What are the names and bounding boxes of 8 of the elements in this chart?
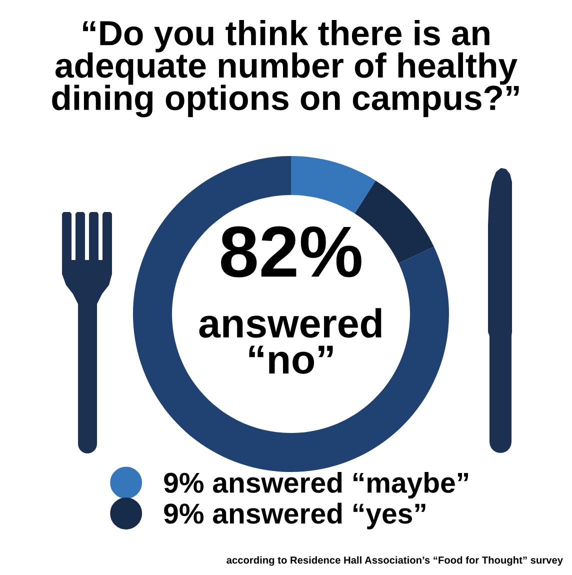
text: according to Residence Hall Association’s “Food for Thought” survey — [226, 556, 563, 566]
donut-slice — [291, 156, 376, 214]
legend-label: 9% answered “maybe” — [164, 472, 468, 499]
chart-title: “Do you think there is an adequate number of healthy dining options on campus?” — [52, 20, 519, 118]
legend-label: 9% answered “yes” — [164, 502, 426, 530]
text: 82% — [221, 226, 362, 278]
donut-slice — [133, 156, 449, 472]
text: answered “no” — [199, 308, 382, 374]
